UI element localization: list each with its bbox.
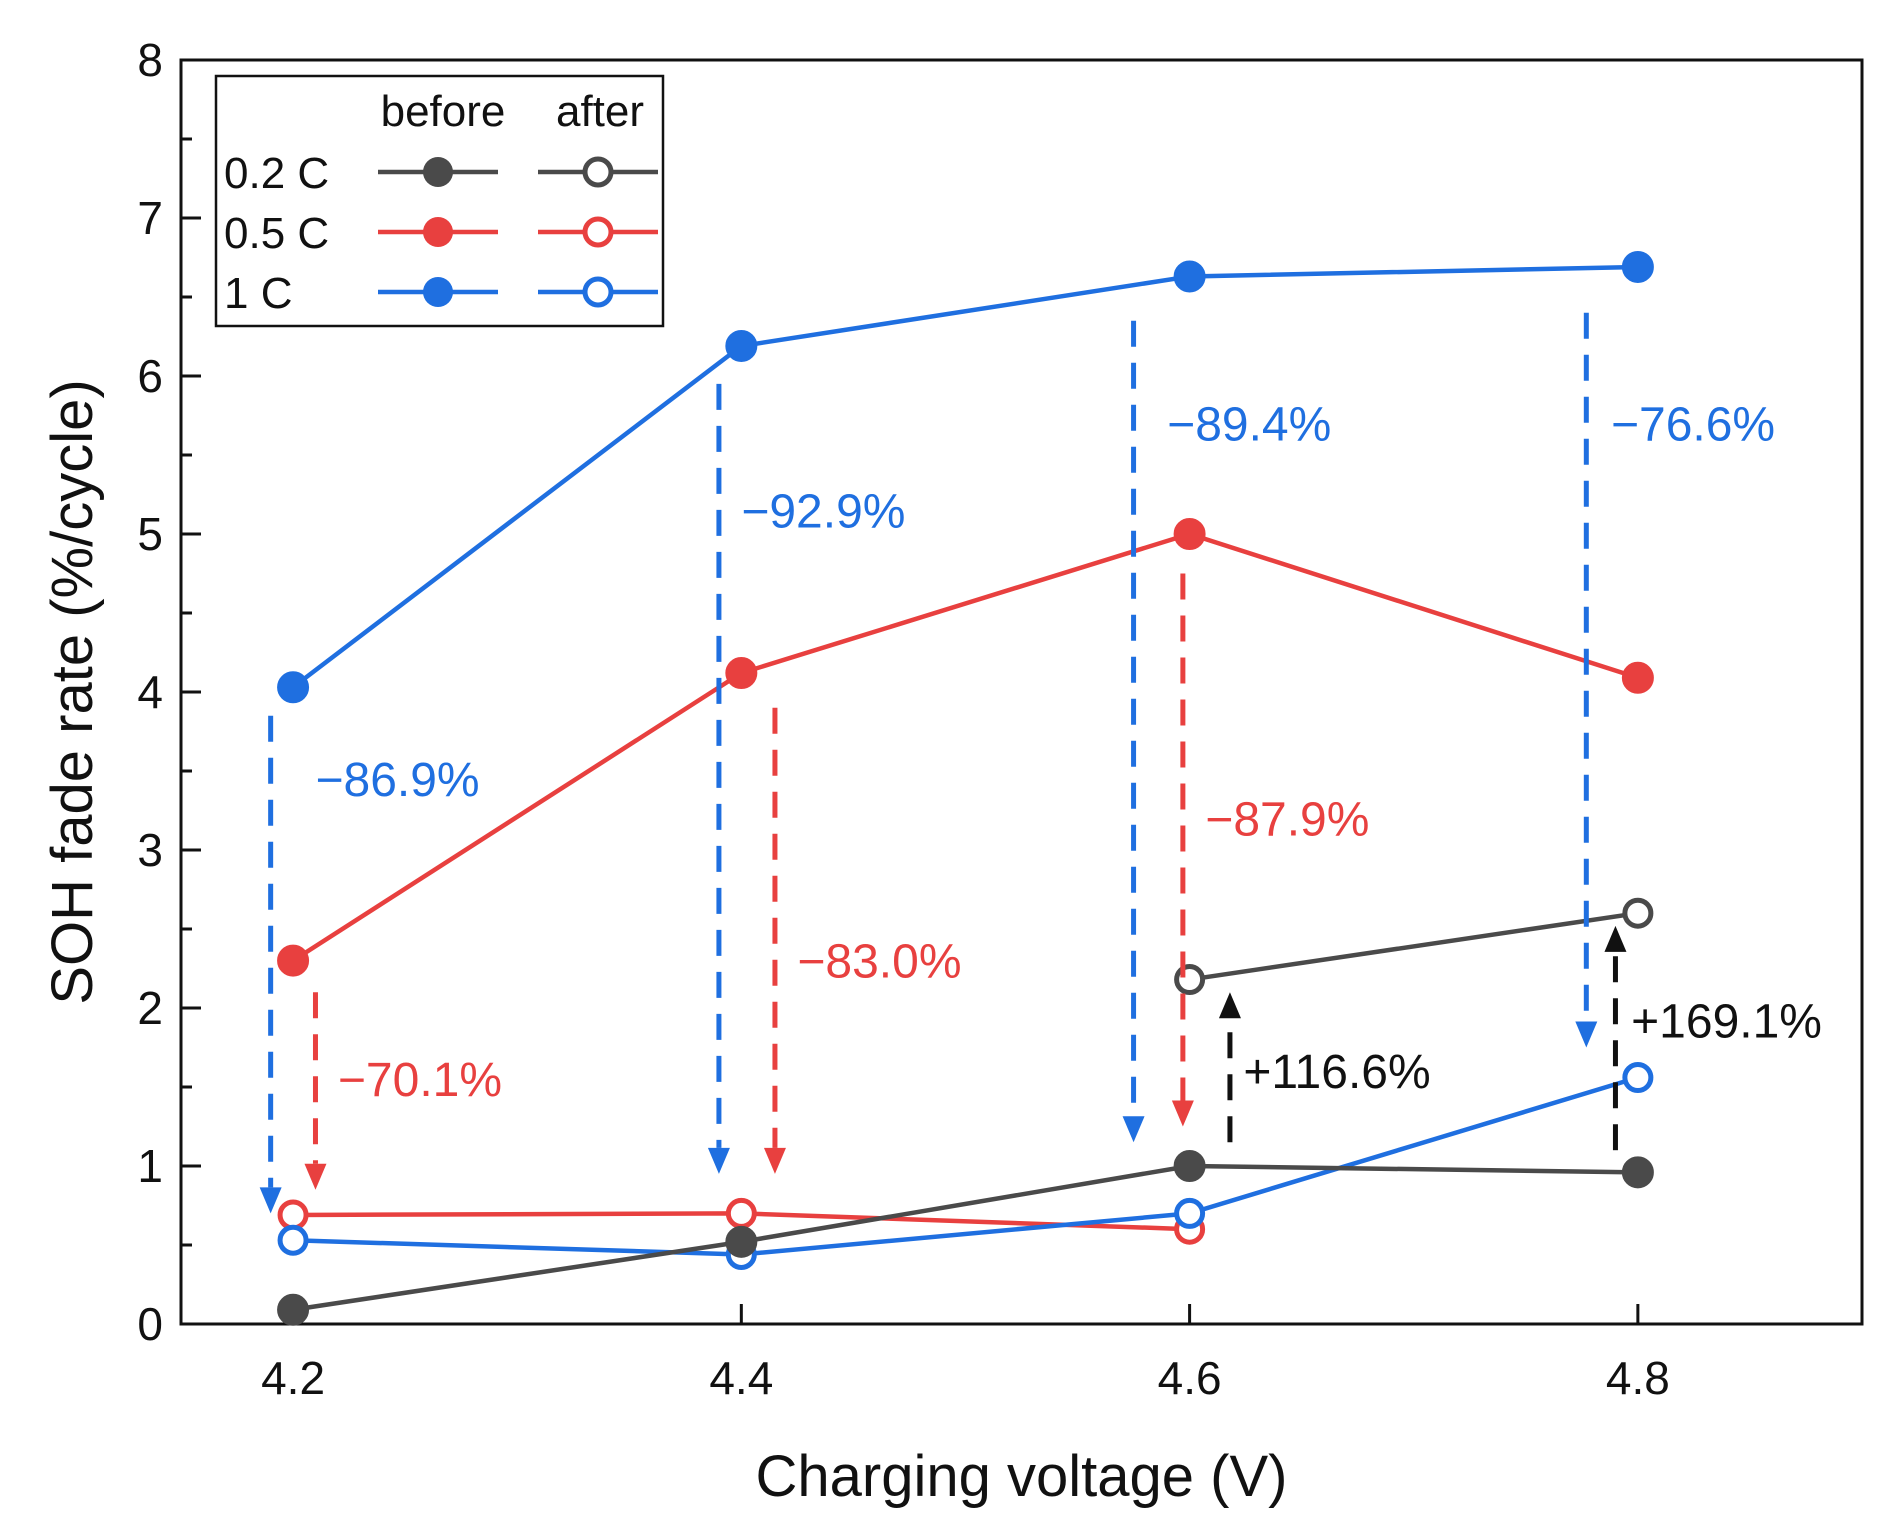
series-1-c-after-point [1174,1197,1206,1229]
change-label: −76.6% [1611,398,1775,451]
series-1-c-after [277,1062,1654,1270]
annotations: −86.9% −70.1% −92.9% −83.0% −89.4% −87.9% −76.… [259,312,1822,1214]
series-0-2-c-after-line [1189,910,1639,982]
legend-after-marker [582,276,614,308]
change-arrowhead [1575,1021,1598,1048]
series-1-c-after-point [1622,1062,1654,1094]
series-0-5-c-after-point [725,1197,757,1229]
change-annotation: +116.6% [1218,992,1431,1143]
legend-after-marker [582,216,614,248]
change-arrowhead [1171,1100,1194,1127]
series-0-5-c-before-point [277,944,310,977]
y-tick-label: 7 [137,192,163,244]
change-annotation: −87.9% [1171,573,1369,1127]
series-0-5-c-after-point [277,1199,309,1231]
legend-row-label: 0.5 C [224,209,329,258]
series-1-c-before-point [1173,260,1206,293]
change-annotation: −89.4% [1122,320,1331,1143]
series-0-2-c-before-point [1621,1156,1654,1189]
series-1-c-before [277,250,1654,704]
y-tick-label: 8 [137,34,163,86]
y-tick-label: 4 [137,666,163,718]
change-arrowhead [304,1163,327,1190]
series-0-2-c-after-point [1622,897,1654,929]
x-tick-label: 4.8 [1606,1352,1670,1404]
legend: before after 0.2 C 0.5 C 1 C [214,74,665,328]
series-1-c-before-point [277,671,310,704]
series-0-2-c-before-point [725,1225,758,1258]
change-annotation: −70.1% [304,992,502,1190]
legend-before-marker [423,157,453,187]
series-1-c-after-point [277,1224,309,1256]
series-0-5-c-before-point [1621,661,1654,694]
change-annotation: −86.9% [259,715,480,1214]
legend-header-before: before [381,87,506,136]
y-tick-label: 5 [137,508,163,560]
change-label: +116.6% [1243,1046,1430,1099]
series-0-2-c-after [1174,897,1654,996]
change-annotation: −92.9% [707,383,905,1174]
change-arrowhead [1122,1116,1145,1143]
series-0-5-c-before-point [1173,518,1206,550]
change-arrowhead [1218,992,1241,1019]
change-label: −87.9% [1205,793,1369,846]
series-1-c-before-line [291,264,1638,690]
change-label: −89.4% [1167,398,1331,451]
legend-row-label: 1 C [224,269,292,318]
legend-row-0-2-c: 0.2 C [224,149,658,198]
series-0-5-c-before-point [725,657,758,690]
change-arrowhead [1604,925,1627,952]
series-layer [277,250,1654,1326]
legend-row-label: 0.2 C [224,149,329,198]
x-axis-title: Charging voltage (V) [756,1444,1288,1509]
y-tick-label: 1 [137,1140,163,1192]
change-label: +169.1% [1631,996,1822,1049]
series-1-c-before-point [725,329,758,362]
x-tick-label: 4.4 [709,1352,773,1404]
series-0-5-c-before [277,518,1654,977]
change-label: −86.9% [315,754,479,807]
series-0-5-c-before-line [291,531,1639,963]
change-arrowhead [259,1187,282,1214]
x-tick-label: 4.2 [261,1352,325,1404]
series-1-c-before-point [1621,250,1654,283]
y-tick-label: 3 [137,824,163,876]
y-tick-label: 0 [137,1298,163,1350]
series-0-2-c-before [277,1150,1654,1326]
series-0-2-c-before-point [1173,1150,1206,1182]
series-0-2-c-before-point [277,1293,310,1326]
legend-row-1-c: 1 C [224,269,658,318]
change-arrowhead [763,1147,786,1174]
legend-before-marker [423,217,453,247]
change-arrowhead [707,1147,730,1174]
y-tick-label: 2 [137,982,163,1034]
series-1-c-after-line [292,1075,1639,1257]
y-axis-title: SOH fade rate (%/cycle) [40,379,105,1004]
legend-before-marker [423,277,453,307]
series-0-2-c-before-line [292,1163,1638,1313]
axes: 0 1 2 3 4 5 6 7 8 4.2 4.4 4.6 4.8 Charging voltage (V… [40,34,1864,1509]
change-annotation: −83.0% [763,707,962,1174]
change-annotation: −76.6% [1575,312,1775,1048]
legend-after-marker [582,156,614,188]
change-label: −83.0% [797,936,961,989]
x-tick-label: 4.6 [1158,1352,1222,1404]
change-label: −92.9% [741,485,905,538]
legend-header-after: after [556,87,644,136]
y-tick-label: 6 [137,350,163,402]
change-annotation: +169.1% [1604,925,1822,1151]
change-label: −70.1% [338,1054,502,1107]
legend-row-0-5-c: 0.5 C [224,209,658,258]
